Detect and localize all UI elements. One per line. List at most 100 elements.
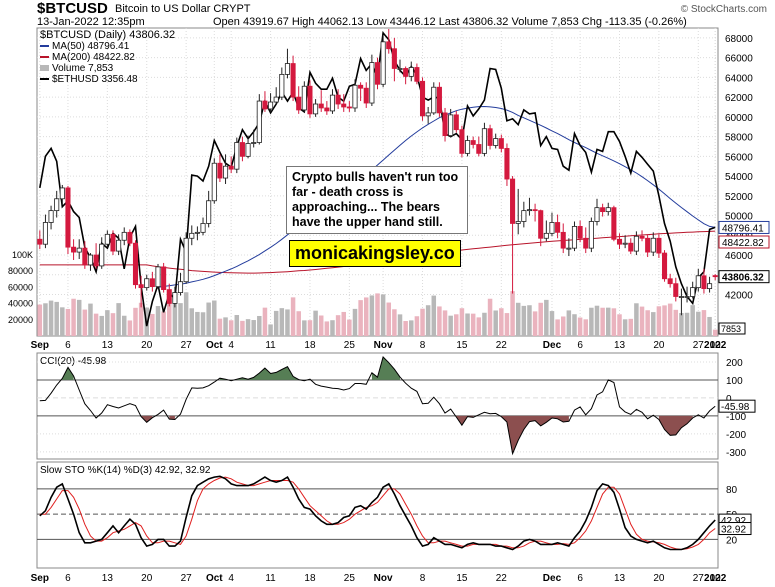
sto-x-label: 22 [496, 573, 508, 584]
candle-body [301, 85, 307, 111]
candle-body [234, 142, 240, 170]
volume-bar [459, 308, 465, 336]
volume-bar [577, 317, 583, 336]
volume-bar [228, 320, 234, 336]
candle-body [419, 80, 426, 117]
candle-body [628, 242, 634, 252]
volume-bar [634, 303, 639, 336]
candle-body [549, 222, 555, 234]
candle-body [59, 187, 65, 200]
symbol-name: Bitcoin to US Dollar CRYPT [115, 3, 251, 15]
price-x-label: Nov [374, 340, 393, 351]
chart-date: 13-Jan-2022 12:35pm [37, 16, 145, 28]
ma200-price-label: 48422.82 [722, 238, 764, 249]
candle-body [493, 138, 499, 146]
volume-bar [105, 310, 110, 336]
candle-body [268, 101, 274, 110]
sto-d-line [39, 476, 716, 551]
candle-body [116, 239, 122, 252]
price-x-label: 4 [228, 340, 234, 351]
sto-x-label: 4 [228, 573, 234, 584]
volume-bar [302, 320, 307, 336]
candle-body [583, 237, 589, 249]
volume-bar [37, 304, 43, 336]
candle-body [313, 103, 319, 115]
candle-body [132, 242, 139, 286]
last-price-label: 43806.32 [722, 273, 764, 284]
volume-bar [133, 307, 138, 336]
sto-x-label: 6 [65, 573, 71, 584]
candle-body [223, 165, 229, 179]
sto-x-label: Sep [31, 573, 49, 584]
price-x-label: 15 [456, 340, 468, 351]
sto-tick-label: 80 [726, 485, 738, 496]
volume-swatch [40, 65, 49, 72]
candle-body [380, 41, 386, 85]
candle-body [42, 222, 48, 245]
symbol-title: $BTCUSD [37, 0, 108, 17]
price-x-label: 20 [653, 340, 665, 351]
cci-tick-label: -300 [726, 448, 746, 459]
sto-panel-frame [36, 461, 719, 569]
candle-body [560, 231, 566, 249]
volume-bar [617, 314, 622, 336]
volume-bar [611, 308, 617, 336]
candle-body [543, 232, 549, 239]
volume-bar [527, 305, 532, 336]
candle-body [183, 237, 189, 283]
volume-bar [532, 311, 538, 336]
sto-x-label: 18 [304, 573, 316, 584]
candle-body [262, 100, 268, 110]
volume-bar [217, 318, 223, 336]
stockcharts-brand[interactable]: © StockCharts.com [680, 4, 767, 15]
volume-tick-label: 100K [12, 250, 33, 260]
price-x-label: 27 [693, 340, 705, 351]
price-x-label: 18 [304, 340, 316, 351]
candle-body [87, 254, 94, 266]
candle-body [279, 73, 285, 98]
candle-body [515, 221, 521, 224]
volume-bar [155, 306, 161, 336]
price-x-label: 2022 [704, 340, 727, 351]
candle-body [71, 246, 77, 253]
volume-bar [594, 305, 600, 336]
volume-bar [560, 316, 566, 336]
monicakingsley-label: monicakingsley.co [289, 240, 461, 267]
candle-body [695, 275, 701, 289]
candle-body [532, 209, 538, 212]
price-x-label: 25 [344, 340, 356, 351]
candle-body [104, 233, 110, 245]
candle-body [189, 232, 195, 239]
volume-bar [403, 321, 408, 336]
ma50-line [157, 105, 716, 288]
legend-ma200: MA(200) 48422.82 [40, 52, 175, 63]
candle-body [121, 231, 127, 241]
candle-body [510, 178, 516, 224]
volume-bar [341, 311, 346, 336]
candle-body [166, 289, 172, 304]
volume-bar [48, 300, 54, 336]
candle-body [616, 238, 623, 245]
candle-body [391, 48, 397, 69]
candle-body [498, 138, 504, 149]
candle-body [273, 96, 279, 103]
volume-bar [448, 315, 453, 336]
volume-bar [392, 309, 397, 336]
price-tick-label: 46000 [725, 251, 753, 262]
price-legend: $BTCUSD (Daily) 43806.32 MA(50) 48796.41… [40, 30, 175, 85]
ma50-price-label-box [718, 220, 770, 234]
candle-body [673, 283, 679, 297]
candle-body [206, 200, 212, 224]
volume-bar [200, 312, 206, 336]
candle-body [358, 84, 364, 89]
volume-bar [431, 295, 437, 336]
volume-bar [375, 293, 380, 336]
volume-bar [499, 308, 504, 336]
volume-bar [679, 312, 684, 336]
volume-bar [121, 315, 127, 336]
sto-x-label: 11 [265, 573, 276, 584]
ohlc-stats: Open 43919.67 High 44062.13 Low 43446.12… [213, 16, 687, 28]
candle-body [408, 67, 414, 77]
volume-bar [240, 320, 245, 336]
